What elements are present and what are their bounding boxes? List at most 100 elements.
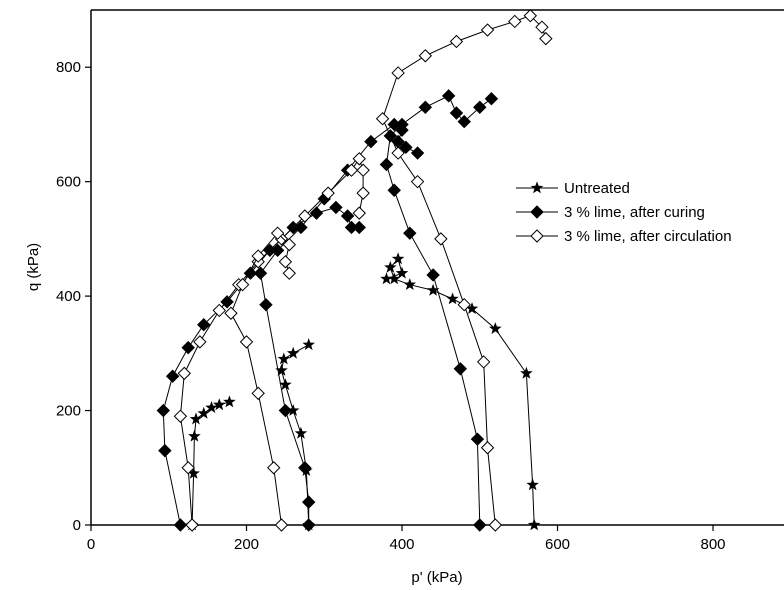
diamond-marker <box>298 209 312 223</box>
star-marker <box>527 518 541 531</box>
diamond-marker <box>449 106 464 120</box>
diamond-marker <box>321 186 335 200</box>
y-tick-label: 800 <box>56 59 81 76</box>
legend-label: Untreated <box>564 180 630 197</box>
diamond-marker <box>473 518 487 532</box>
diamond-marker <box>185 518 199 532</box>
stress-path-line <box>382 15 547 526</box>
star-marker <box>391 252 405 265</box>
star-marker <box>223 395 236 408</box>
diamond-marker <box>251 249 265 263</box>
star-marker <box>380 272 393 285</box>
star-marker <box>189 412 203 425</box>
star-marker <box>275 363 288 376</box>
star-marker <box>526 478 539 491</box>
star-marker <box>188 429 201 442</box>
diamond-marker <box>476 355 491 369</box>
diamond-marker <box>480 23 495 37</box>
diamond-marker <box>294 220 308 235</box>
diamond-marker <box>165 369 180 383</box>
legend-marker <box>530 205 544 219</box>
diamond-marker <box>270 226 285 240</box>
diamond-marker <box>441 89 456 103</box>
diamond-marker <box>375 112 390 126</box>
diamond-marker <box>278 403 293 418</box>
star-marker <box>187 466 200 479</box>
stress-path-line <box>385 95 492 526</box>
star-marker <box>489 322 502 335</box>
diamond-marker <box>156 403 171 418</box>
stress-path-line <box>259 123 418 525</box>
star-marker <box>384 260 397 273</box>
diamond-marker <box>523 9 538 23</box>
stress-path-line <box>280 344 310 526</box>
diamond-marker <box>177 366 192 381</box>
diamond-marker <box>274 518 289 532</box>
diamond-marker <box>267 461 281 475</box>
diamond-marker <box>426 268 440 282</box>
x-tick-label: 600 <box>545 536 570 553</box>
diamond-marker <box>508 14 522 29</box>
diamond-marker <box>235 277 250 292</box>
diamond-marker <box>470 432 485 446</box>
diamond-marker <box>193 335 207 349</box>
star-marker <box>388 272 401 285</box>
diamond-marker <box>449 34 464 49</box>
diamond-marker <box>352 220 366 235</box>
diamond-marker <box>391 146 405 160</box>
star-marker <box>279 378 292 391</box>
star-marker <box>294 426 308 439</box>
diamond-marker <box>403 226 417 240</box>
star-marker <box>395 266 409 279</box>
diamond-marker <box>356 186 370 200</box>
diamond-marker <box>399 140 413 155</box>
stress-path-line <box>179 157 364 526</box>
diamond-marker <box>410 174 425 189</box>
diamond-marker <box>282 237 296 252</box>
diamond-marker <box>253 266 268 280</box>
diamond-marker <box>158 443 172 458</box>
diamond-marker <box>344 163 359 177</box>
diamond-marker <box>356 163 370 177</box>
star-marker <box>205 401 218 413</box>
diamond-marker <box>340 209 355 223</box>
diamond-marker <box>212 303 226 318</box>
diamond-marker <box>298 461 312 475</box>
diamond-marker <box>457 114 471 129</box>
x-axis-label: p' (kPa) <box>411 569 462 586</box>
diamond-marker <box>352 152 366 166</box>
diamond-marker <box>453 362 468 376</box>
stress-path-line <box>386 257 535 526</box>
legend-marker <box>530 181 544 194</box>
diamond-marker <box>473 100 487 114</box>
diamond-marker <box>535 20 549 34</box>
diamond-marker <box>352 206 366 220</box>
diamond-marker <box>181 340 195 355</box>
y-tick-label: 200 <box>56 403 81 420</box>
diamond-marker <box>418 49 433 63</box>
star-marker <box>465 302 479 314</box>
diamond-marker <box>410 146 425 160</box>
diamond-marker <box>224 306 238 320</box>
star-marker <box>520 366 533 379</box>
diamond-marker <box>329 200 343 215</box>
diamond-marker <box>270 243 285 258</box>
star-marker <box>302 338 315 351</box>
x-tick-label: 200 <box>234 536 259 553</box>
diamond-marker <box>173 518 188 532</box>
star-marker <box>426 283 440 296</box>
diamond-marker <box>434 232 448 246</box>
diamond-marker <box>364 134 378 149</box>
diamond-marker <box>480 441 495 455</box>
diamond-marker <box>197 318 211 332</box>
star-marker <box>277 352 291 365</box>
y-tick-label: 0 <box>73 517 81 534</box>
diamond-marker <box>379 157 394 172</box>
diamond-marker <box>181 461 195 475</box>
star-marker <box>403 278 417 290</box>
diamond-marker <box>309 206 324 220</box>
star-marker <box>213 398 226 411</box>
diamond-marker <box>457 297 471 312</box>
x-tick-label: 400 <box>389 536 414 553</box>
